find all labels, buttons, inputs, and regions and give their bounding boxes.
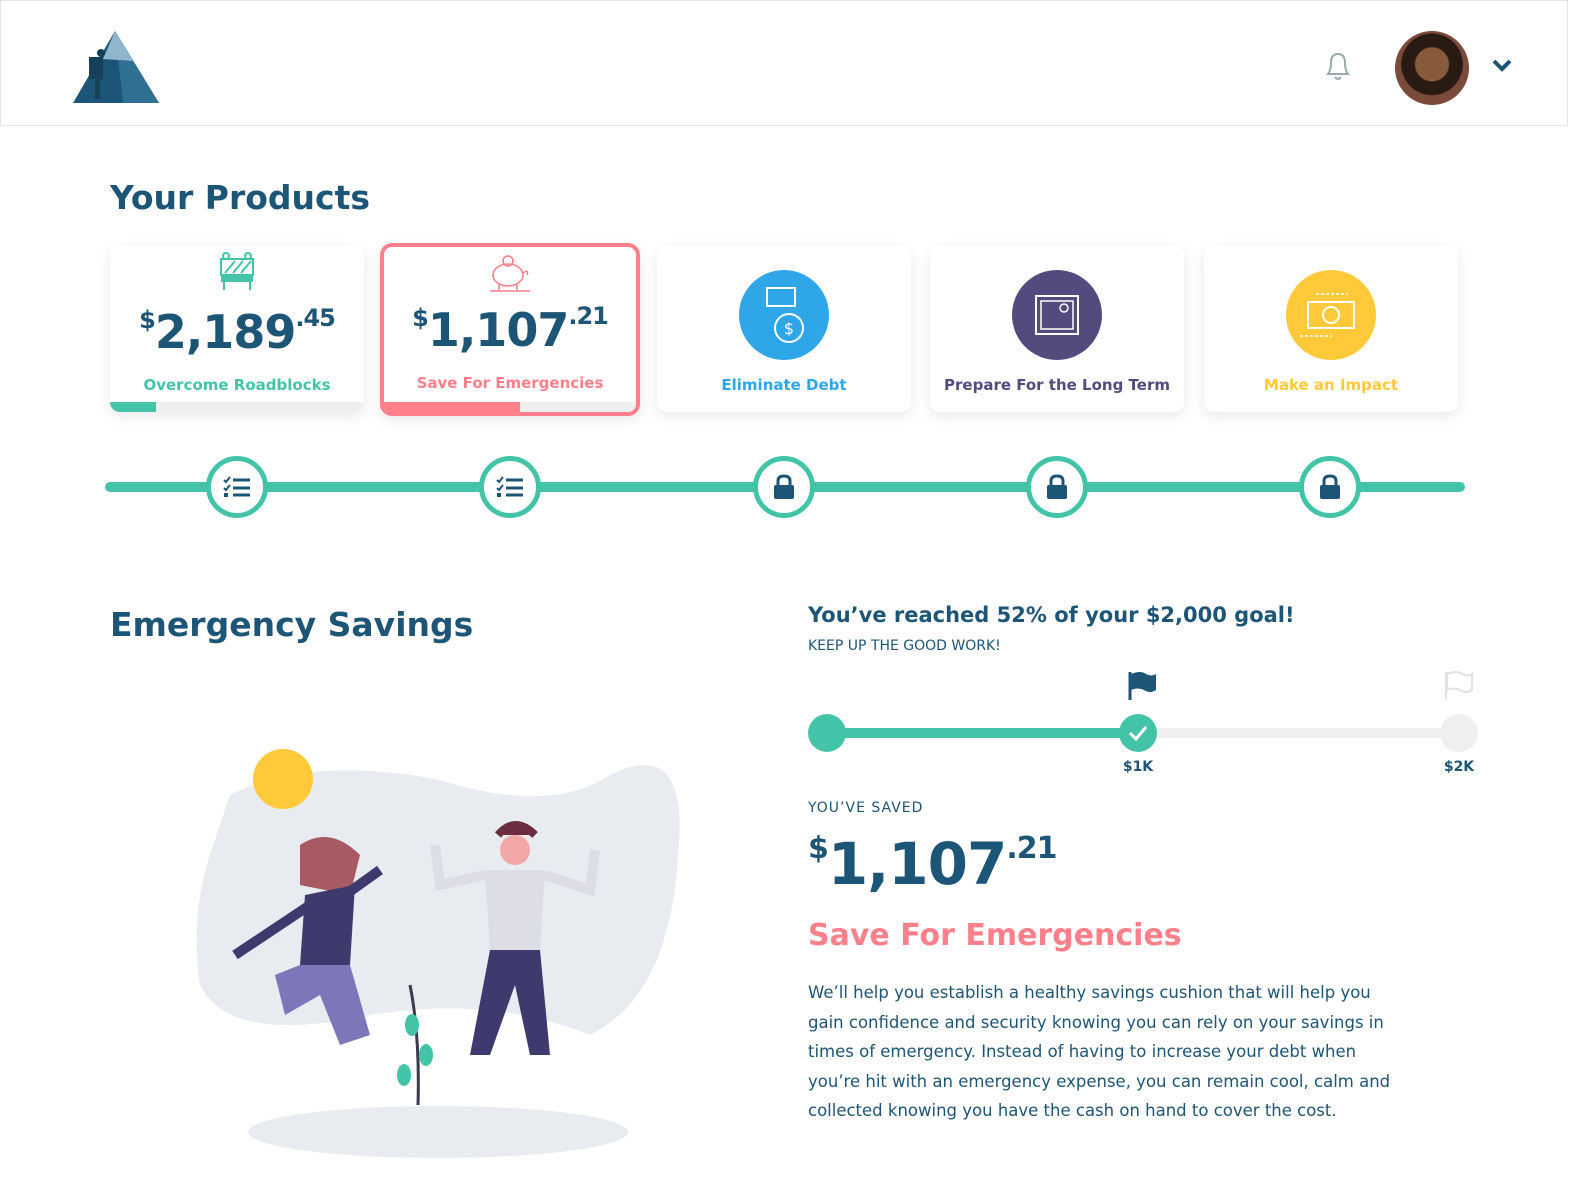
piggy-bank-icon bbox=[490, 255, 530, 292]
bell-icon[interactable] bbox=[1324, 50, 1352, 82]
svg-text:$: $ bbox=[784, 319, 794, 338]
goal-progress-fill bbox=[826, 728, 1156, 738]
product-description: We’ll help you establish a healthy savin… bbox=[808, 983, 1391, 1120]
product-card-save-for-emergencies[interactable]: $1,107.21 Save For Emergencies bbox=[380, 243, 640, 416]
timeline-node[interactable] bbox=[1299, 456, 1361, 518]
goal-heading: You’ve reached 52% of your $2,000 goal! bbox=[808, 603, 1295, 627]
product-progress-bar bbox=[384, 402, 636, 412]
product-card-eliminate-debt[interactable]: $ Eliminate Debt bbox=[657, 246, 911, 412]
milestone-1k-node bbox=[1119, 714, 1157, 752]
goal-subheading: KEEP UP THE GOOD WORK! bbox=[808, 638, 1001, 654]
product-label: Make an Impact bbox=[1263, 376, 1399, 394]
money-bag-icon: $ bbox=[739, 270, 829, 360]
safe-icon bbox=[1012, 270, 1102, 360]
section-title-products: Your Products bbox=[110, 178, 371, 217]
goal-start-node bbox=[808, 714, 846, 752]
milestone-label: $1K bbox=[1122, 759, 1154, 775]
roadblock-icon bbox=[220, 252, 254, 290]
milestone-2k-node bbox=[1440, 714, 1478, 752]
product-label: Eliminate Debt bbox=[721, 376, 847, 394]
section-title-emergency: Emergency Savings bbox=[110, 605, 474, 644]
chevron-down-icon[interactable] bbox=[1491, 58, 1513, 74]
flag-outline-icon bbox=[1445, 671, 1473, 700]
timeline-node[interactable] bbox=[753, 456, 815, 518]
user-avatar[interactable] bbox=[1395, 31, 1469, 105]
check-icon bbox=[1128, 726, 1148, 741]
flag-filled-icon bbox=[1128, 672, 1156, 700]
product-label: Prepare For the Long Term bbox=[944, 376, 1170, 394]
mountain-hiker-logo[interactable] bbox=[73, 29, 159, 105]
milestone-label: $2K bbox=[1443, 759, 1475, 775]
celebration-illustration bbox=[196, 749, 680, 1158]
top-header bbox=[0, 0, 1568, 126]
timeline-node[interactable] bbox=[479, 456, 541, 518]
saved-label: YOU’VE SAVED bbox=[808, 800, 924, 816]
product-progress-bar bbox=[110, 402, 364, 412]
product-card-prepare-long-term[interactable]: Prepare For the Long Term bbox=[930, 246, 1184, 412]
product-label: Overcome Roadblocks bbox=[143, 376, 331, 394]
product-card-make-an-impact[interactable]: Make an Impact bbox=[1204, 246, 1458, 412]
lock-icon bbox=[1047, 474, 1067, 499]
product-amount: $1,107.21 bbox=[412, 302, 609, 357]
timeline-node[interactable] bbox=[1026, 456, 1088, 518]
product-label: Save For Emergencies bbox=[416, 374, 604, 392]
product-card-overcome-roadblocks[interactable]: $2,189.45 Overcome Roadblocks bbox=[110, 246, 364, 412]
checklist-icon bbox=[496, 476, 523, 497]
product-amount: $2,189.45 bbox=[139, 304, 336, 359]
lock-icon bbox=[774, 474, 794, 499]
money-transfer-icon bbox=[1286, 270, 1376, 360]
product-name: Save For Emergencies bbox=[808, 918, 1182, 953]
saved-amount: $1,107.21 bbox=[808, 830, 1058, 898]
checklist-icon bbox=[223, 476, 250, 497]
lock-icon bbox=[1320, 474, 1340, 499]
timeline-node[interactable] bbox=[206, 456, 268, 518]
